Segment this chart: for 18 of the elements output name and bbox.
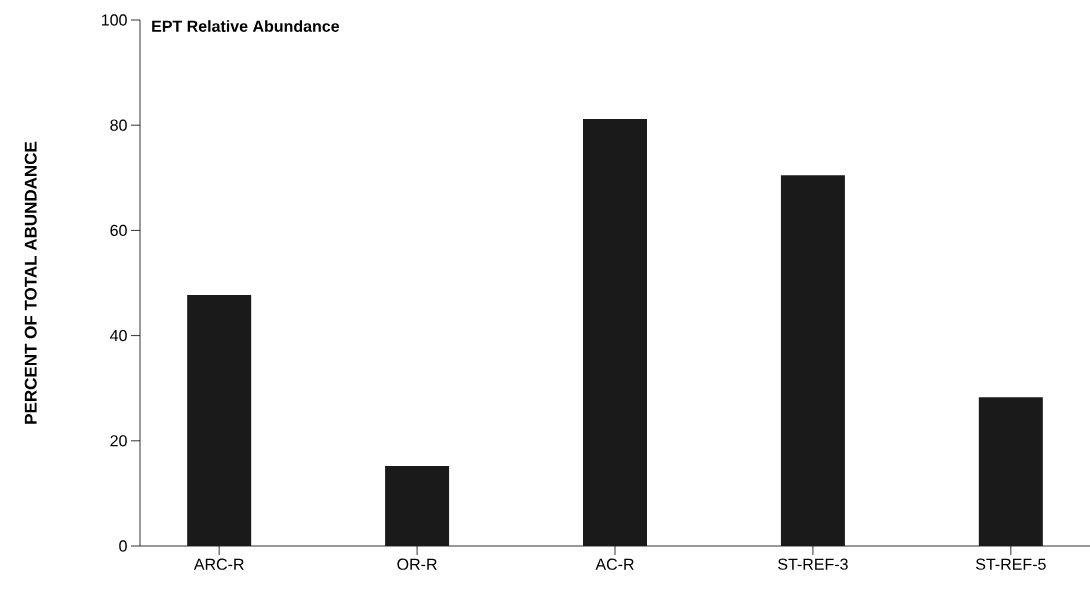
y-tick-label: 100 — [101, 14, 127, 26]
y-tick-label: 60 — [110, 224, 127, 237]
x-tick-label: AC-R — [595, 558, 634, 570]
bar — [385, 466, 450, 546]
bar — [780, 175, 845, 546]
x-tick-label: ST-REF-5 — [976, 558, 1046, 570]
bar — [583, 118, 647, 546]
y-tick-label: 20 — [110, 435, 127, 447]
y-tick-label: 0 — [119, 540, 127, 552]
bar — [978, 397, 1043, 546]
chart-title: EPT Relative Abundance — [152, 20, 340, 32]
x-tick-label: ST-REF-3 — [778, 558, 848, 570]
x-tick-label: ARC-R — [193, 558, 244, 570]
bar — [187, 295, 252, 546]
y-axis-title: PERCENT OF TOTAL ABUNDANCE — [24, 141, 37, 424]
x-tick-label: OR-R — [397, 558, 437, 570]
y-tick-label: 40 — [110, 329, 127, 342]
y-tick-label: 80 — [110, 119, 127, 131]
